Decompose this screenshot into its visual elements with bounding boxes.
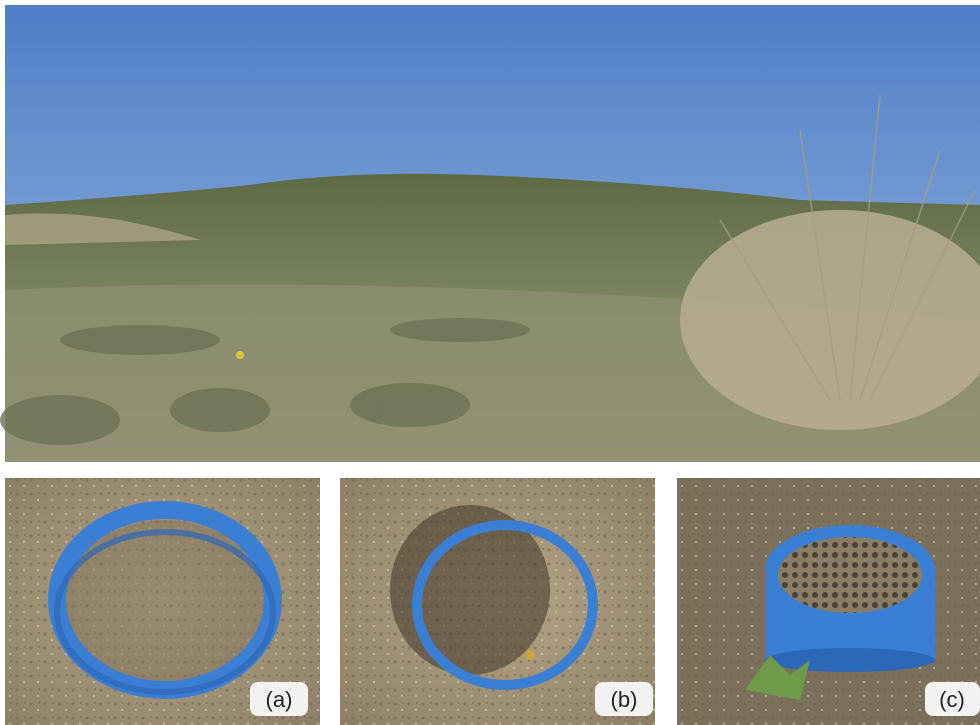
label-box [925,682,980,716]
label-box [595,682,653,716]
panel-label: (c) [939,687,965,712]
panel-c-photo [677,478,980,725]
panel-label: (a) [266,687,293,712]
panel-label: (b) [611,687,638,712]
landscape-photo [0,5,980,462]
label-box [250,682,308,716]
